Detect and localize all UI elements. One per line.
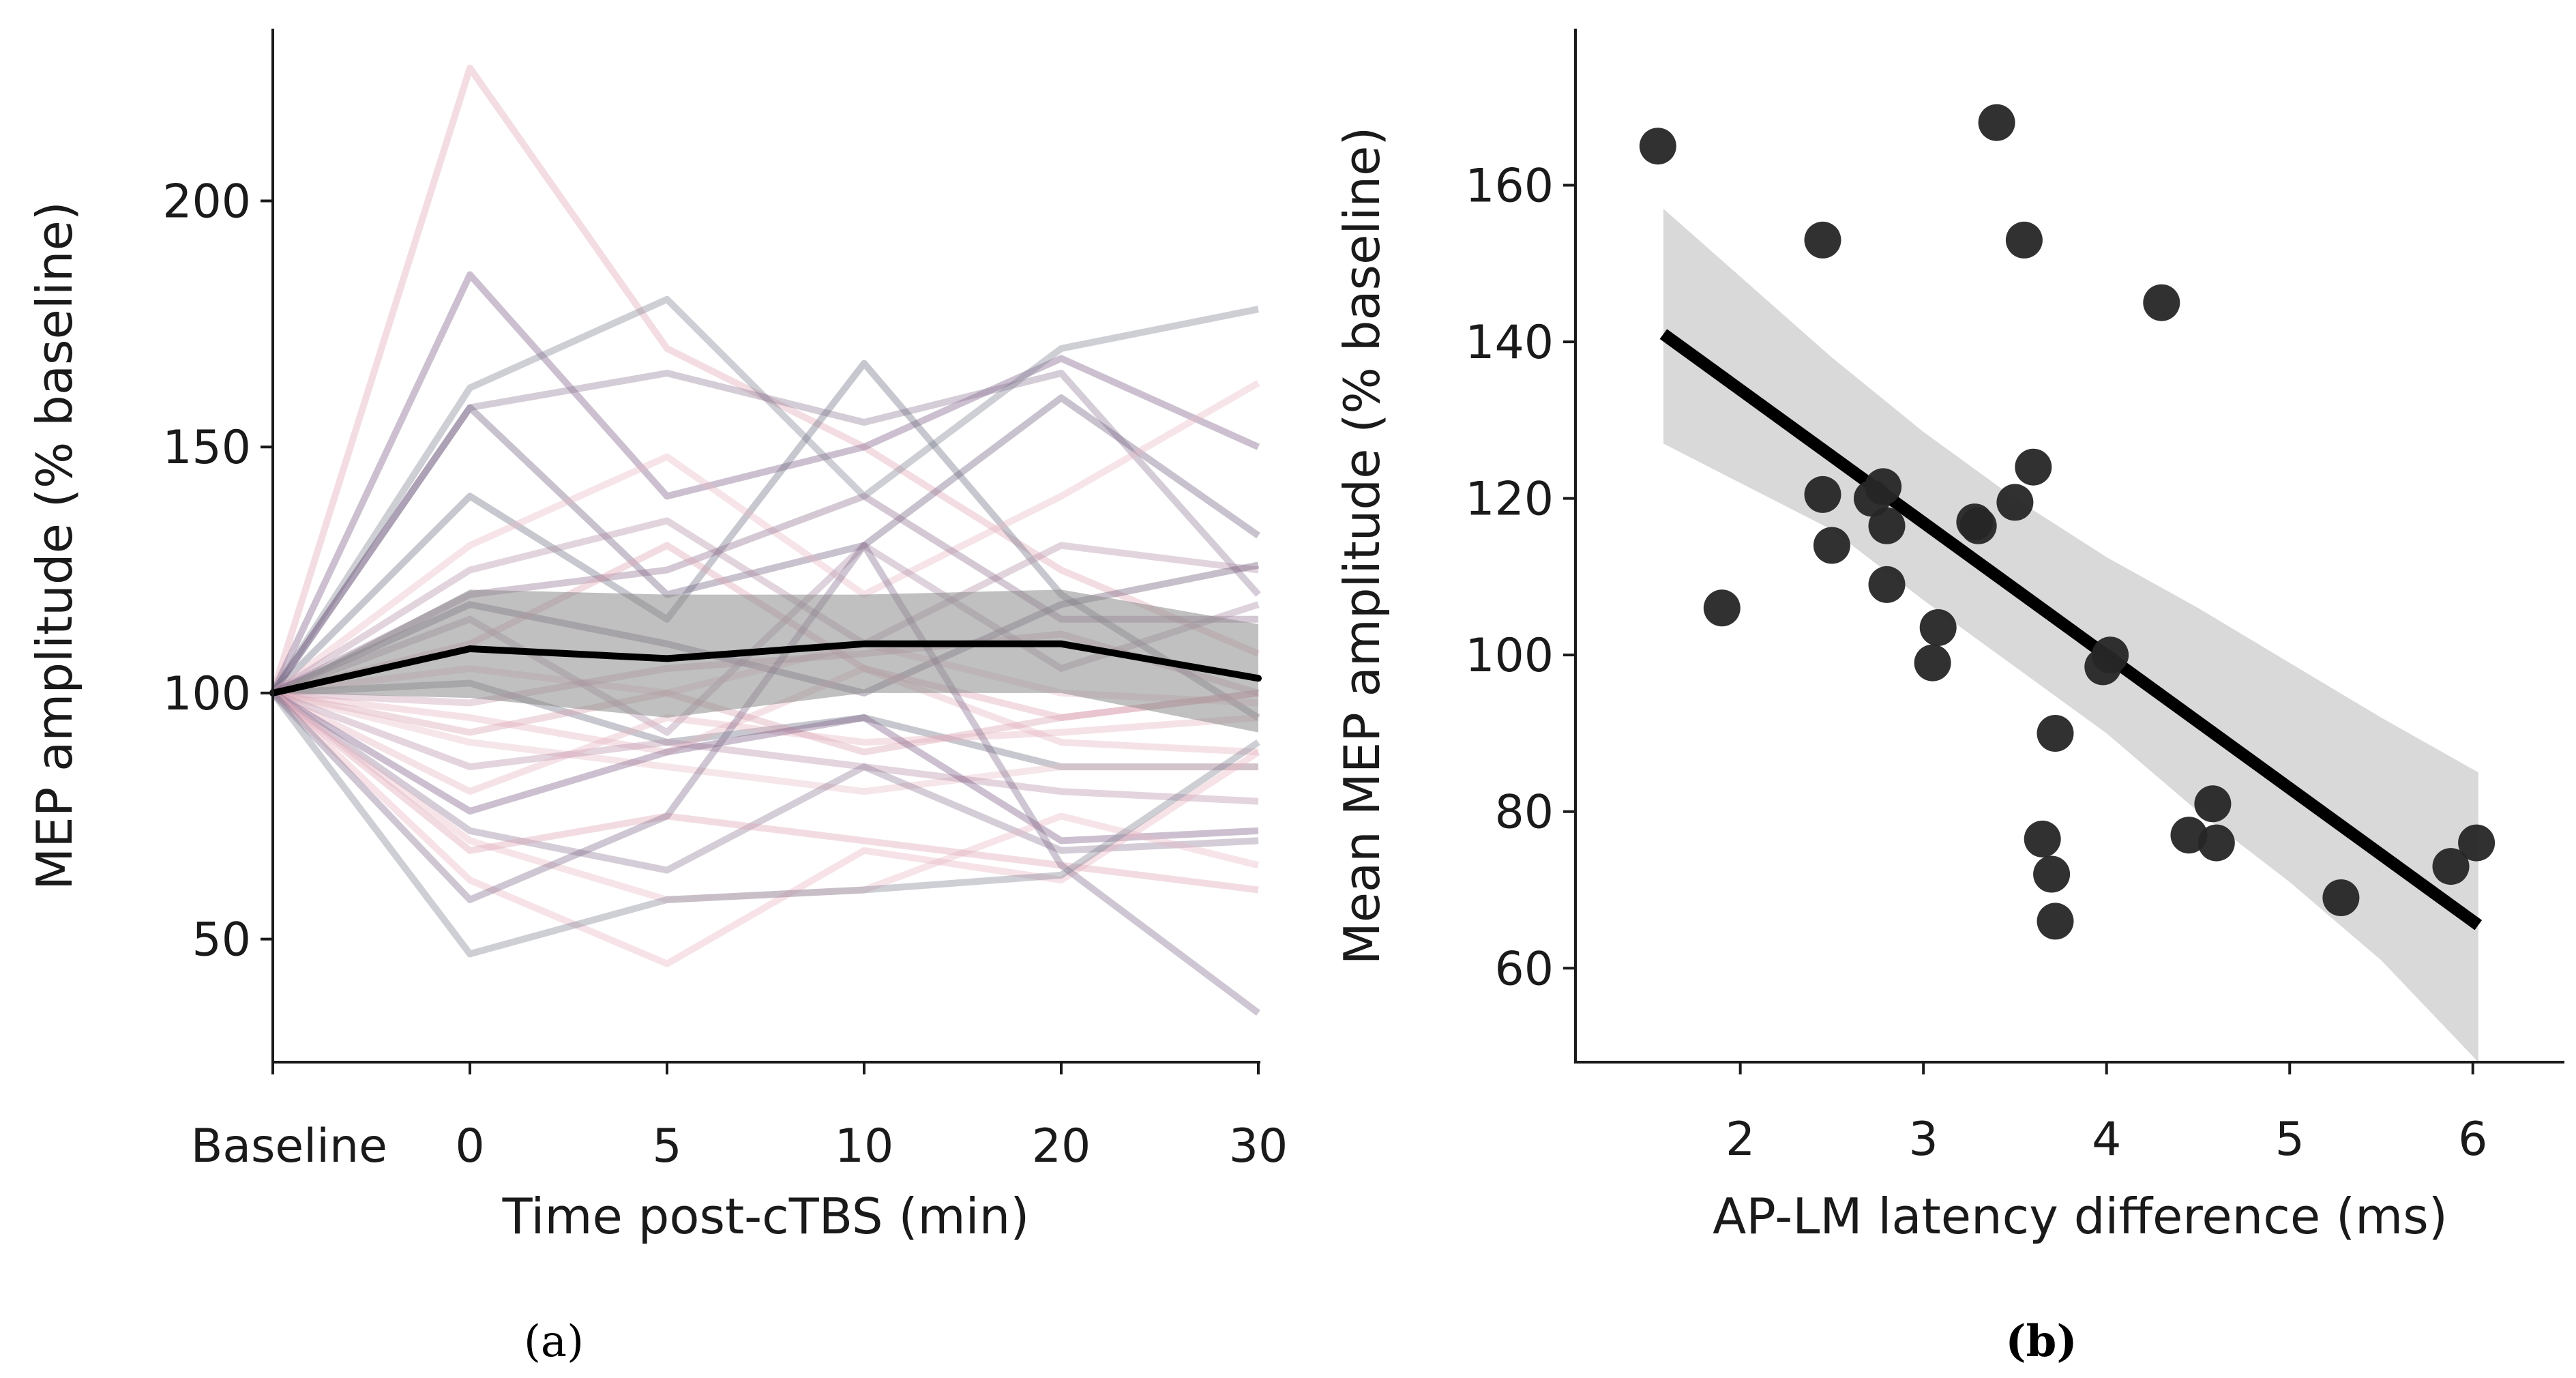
b-x-ticks: 2 3 4 5 6 [1726,1062,2487,1167]
y-tick-label: 60 [1494,942,1554,996]
subject-lines [269,64,1261,1016]
scatter-point [1996,484,2034,521]
subject-line [271,690,1259,874]
mean-ci-band [273,589,1258,733]
scatter-point [2197,824,2235,862]
y-tick-label: 50 [192,913,251,967]
b-y-ticks: 60 80 100 120 140 160 [1465,160,1575,996]
scatter-point [1865,468,1902,505]
subject-line [271,690,1259,845]
scatter-point [2037,715,2074,752]
subject-line [269,295,1259,695]
panel-label-b: (b) [2005,1316,2077,1367]
subject-line [271,690,1260,903]
subject-line [271,690,1258,795]
scatter-point [2037,903,2074,940]
subject-line [272,664,1259,756]
scatter-point [2015,448,2052,486]
a-y-ticks: 50 100 150 200 [162,175,273,967]
scatter-point [1703,589,1741,627]
scatter-point [1804,221,1841,259]
scatter-point [2024,820,2061,857]
subject-line [270,690,1260,958]
b-y-axis-label: Mean MEP amplitude (% baseline) [1333,127,1391,965]
a-y-axis-label: MEP amplitude (% baseline) [26,201,83,890]
y-tick-label: 200 [162,175,251,229]
x-tick-label: 10 [835,1119,894,1173]
subject-line [271,517,1259,697]
chart-b: 60 80 100 120 140 160 2 3 4 5 6 AP-LM latency dif… [1333,29,2564,1367]
scatter-point [1959,507,1997,544]
b-x-axis-label: AP-LM latency difference (ms) [1713,1188,2448,1245]
y-tick-label: 80 [1494,786,1554,840]
x-tick-label: Baseline [191,1119,387,1173]
subject-line [269,394,1260,695]
chart-a: 50 100 150 200 Baseline 0 5 10 20 30 Time post-c… [26,29,1288,1367]
subject-line [269,64,1260,694]
subject-line [271,690,1259,805]
a-x-ticks: Baseline 0 5 10 20 30 [191,1062,1288,1173]
scatter-point [1804,475,1841,513]
x-tick-label: 4 [2092,1113,2121,1167]
x-tick-label: 5 [652,1119,681,1173]
scatter-point [2143,284,2180,321]
subject-line [270,690,1260,967]
a-x-axis-label: Time post-cTBS (min) [502,1188,1030,1245]
y-tick-label: 140 [1465,316,1554,370]
scatter-point [1914,644,1951,681]
scatter-point [2005,221,2043,259]
scatter-points [1639,104,2496,940]
scatter-point [2322,879,2360,916]
scatter-point [1978,104,2015,141]
scatter-point [2033,855,2071,893]
y-tick-label: 100 [1465,629,1554,683]
x-tick-label: 30 [1229,1119,1288,1173]
scatter-point [2432,848,2470,885]
subject-line [271,690,1259,795]
x-tick-label: 20 [1032,1119,1091,1173]
scatter-point [1813,527,1850,564]
scatter-point [2194,785,2232,823]
panel-label-a: (a) [524,1317,584,1367]
x-tick-label: 0 [455,1119,484,1173]
x-tick-label: 2 [1726,1113,1755,1167]
scatter-point [1639,128,1676,165]
x-tick-label: 3 [1909,1113,1938,1167]
scatter-point [2092,636,2129,674]
scatter-point [1868,566,1906,603]
y-tick-label: 100 [162,667,251,721]
subject-line [269,271,1260,695]
subject-line [270,690,1259,894]
subject-line [272,689,1259,756]
y-tick-label: 160 [1465,160,1554,214]
y-tick-label: 120 [1465,473,1554,527]
mean-line [269,640,1262,697]
regression-line [1659,329,2483,930]
scatter-point [1868,507,1906,544]
x-tick-label: 6 [2458,1113,2487,1167]
scatter-point [1919,609,1957,646]
x-tick-label: 5 [2275,1113,2305,1167]
subject-line [271,380,1260,696]
y-tick-label: 150 [162,421,251,475]
subject-line [269,370,1261,695]
scatter-point [2458,824,2496,862]
